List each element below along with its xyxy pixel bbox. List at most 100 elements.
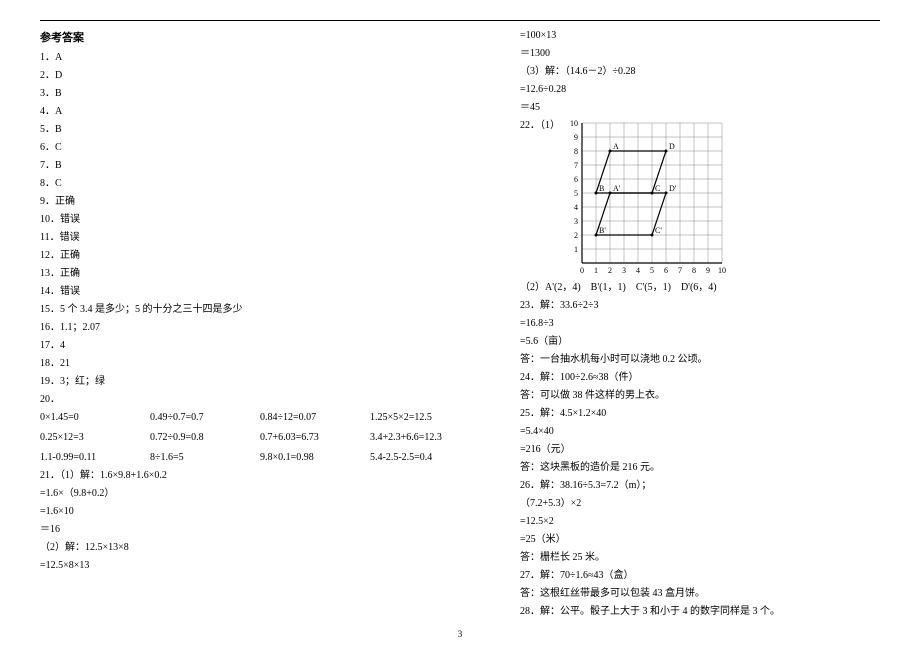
calc-cell: 3.4+2.3+6.6=12.3 [370,431,480,445]
answer-line: 10．错误 [40,213,480,227]
svg-text:A: A [613,142,619,151]
answer-line: 9．正确 [40,195,480,209]
svg-text:0: 0 [580,266,584,275]
answer-line: 21．（1）解：1.6×9.8+1.6×0.2 [40,469,480,483]
svg-text:3: 3 [622,266,626,275]
answer-line: （2）解：12.5×13×8 [40,541,480,555]
svg-text:D: D [669,142,675,151]
svg-text:B: B [599,184,604,193]
svg-text:6: 6 [574,175,578,184]
answer-line: =25（米） [520,533,880,547]
svg-text:8: 8 [574,147,578,156]
svg-text:1: 1 [574,245,578,254]
svg-text:C: C [655,184,660,193]
answer-line: 26．解：38.16÷5.3=7.2（m）； [520,479,880,493]
answer-line: 12．正确 [40,249,480,263]
answer-line: 4．A [40,105,480,119]
answer-line: 17．4 [40,339,480,353]
answer-line: 20． [40,393,480,407]
answer-line: ＝16 [40,523,480,537]
answer-line: 6．C [40,141,480,155]
answer-line: ＝1300 [520,47,880,61]
calc-cell: 5.4-2.5-2.5=0.4 [370,451,480,465]
answer-line: 19．3；红；绿 [40,375,480,389]
calc-cell: 0×1.45=0 [40,411,150,425]
calc-cell: 0.72÷0.9=0.8 [150,431,260,445]
title: 参考答案 [40,29,480,45]
svg-text:9: 9 [574,133,578,142]
answer-line: ＝45 [520,101,880,115]
answer-line: （3）解：（14.6－2）÷0.28 [520,65,880,79]
svg-text:10: 10 [570,119,578,128]
answer-line: =12.5×8×13 [40,559,480,573]
calc-cell: 0.49÷0.7=0.7 [150,411,260,425]
answer-line: =16.8÷3 [520,317,880,331]
calc-cell: 0.84÷12=0.07 [260,411,370,425]
answer-line: =216（元） [520,443,880,457]
calc-cell: 1.25×5×2=12.5 [370,411,480,425]
q22-label: 22．（1） [520,119,560,133]
svg-text:4: 4 [574,203,578,212]
answer-line: =5.6（亩） [520,335,880,349]
answer-line: =12.5×2 [520,515,880,529]
calc-row: 0.25×12=30.72÷0.9=0.80.7+6.03=6.733.4+2.… [40,431,480,449]
answer-line: 1．A [40,51,480,65]
answer-line: 13．正确 [40,267,480,281]
svg-text:5: 5 [574,189,578,198]
answer-line: 27．解：70÷1.6≈43（盒） [520,569,880,583]
left-column: 参考答案 1．A2．D3．B4．A5．B6．C7．B8．C9．正确10．错误11… [40,29,480,623]
svg-text:C': C' [655,226,662,235]
answer-line: 28．解：公平。骰子上大于 3 和小于 4 的数字同样是 3 个。 [520,605,880,619]
svg-text:8: 8 [692,266,696,275]
svg-text:D': D' [669,184,677,193]
svg-text:4: 4 [636,266,640,275]
calc-cell: 0.25×12=3 [40,431,150,445]
answer-line: 7．B [40,159,480,173]
svg-text:5: 5 [650,266,654,275]
right-column: =100×13 ＝1300 （3）解：（14.6－2）÷0.28 =12.6÷0.28… [520,29,880,623]
answer-line: 14．错误 [40,285,480,299]
answer-line: 答：栅栏长 25 米。 [520,551,880,565]
answer-line: 18．21 [40,357,480,371]
calc-row: 1.1-0.99=0.118÷1.6=59.8×0.1=0.985.4-2.5-… [40,451,480,469]
answer-line: =5.4×40 [520,425,880,439]
calc-table: 0×1.45=00.49÷0.7=0.70.84÷12=0.071.25×5×2… [40,411,480,469]
answer-line: 24．解：100÷2.6≈38（件） [520,371,880,385]
calc-cell: 1.1-0.99=0.11 [40,451,150,465]
top-rule [40,20,880,21]
answer-line: 答：这块黑板的造价是 216 元。 [520,461,880,475]
answer-line: 答：这根红丝带最多可以包装 43 盒月饼。 [520,587,880,601]
q22-block: 22．（1） 0 1 1 2 2 3 3 4 4 5 5 6 6 7 7 8 8 9 9 10 10 A D B A' C D' B'… [520,119,880,277]
svg-text:A': A' [613,184,621,193]
answer-line: （2）A'(2，4) B'(1，1) C'(5，1) D'(6，4) [520,281,880,295]
svg-text:2: 2 [574,231,578,240]
svg-text:B': B' [599,226,606,235]
calc-row: 0×1.45=00.49÷0.7=0.70.84÷12=0.071.25×5×2… [40,411,480,429]
svg-text:7: 7 [678,266,682,275]
calc-cell: 9.8×0.1=0.98 [260,451,370,465]
svg-text:2: 2 [608,266,612,275]
calc-cell: 0.7+6.03=6.73 [260,431,370,445]
answer-line: （7.2+5.3）×2 [520,497,880,511]
calc-cell: 8÷1.6=5 [150,451,260,465]
svg-text:7: 7 [574,161,578,170]
svg-text:1: 1 [594,266,598,275]
page-columns: 参考答案 1．A2．D3．B4．A5．B6．C7．B8．C9．正确10．错误11… [40,29,880,623]
answer-line: 25．解：4.5×1.2×40 [520,407,880,421]
svg-text:10: 10 [718,266,726,275]
svg-text:3: 3 [574,217,578,226]
answer-line: =100×13 [520,29,880,43]
page-number: 3 [40,629,880,639]
answer-line: 23．解：33.6÷2÷3 [520,299,880,313]
grid-figure: 0 1 1 2 2 3 3 4 4 5 5 6 6 7 7 8 8 9 9 10 10 A D B A' C D' B' C' [566,119,730,277]
answer-line: 答：一台抽水机每小时可以浇地 0.2 公顷。 [520,353,880,367]
answer-line: 5．B [40,123,480,137]
svg-text:6: 6 [664,266,668,275]
svg-text:9: 9 [706,266,710,275]
answer-line: 答：可以做 38 件这样的男上衣。 [520,389,880,403]
answer-line: 15．5 个 3.4 是多少；5 的十分之三十四是多少 [40,303,480,317]
answer-line: 8．C [40,177,480,191]
answer-line: =12.6÷0.28 [520,83,880,97]
answer-line: =1.6×（9.8+0.2） [40,487,480,501]
answer-line: 11．错误 [40,231,480,245]
